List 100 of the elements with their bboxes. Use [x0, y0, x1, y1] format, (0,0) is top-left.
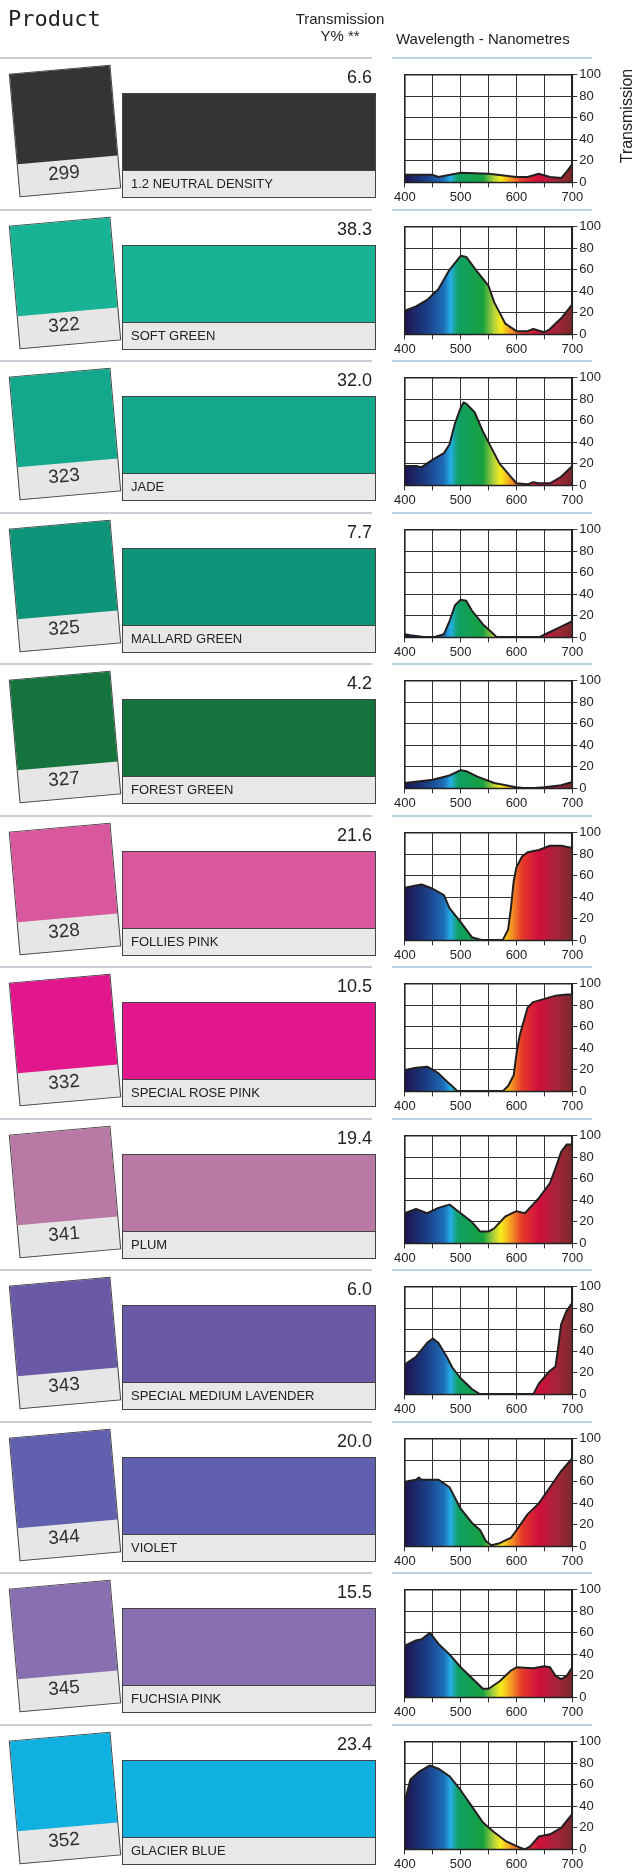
- y-tick-label: 80: [579, 1754, 594, 1770]
- x-tick-label: 400: [393, 946, 416, 962]
- y-tick-label: 60: [579, 260, 594, 276]
- y-tick-label: 40: [579, 1191, 594, 1207]
- x-tick-label: 400: [393, 794, 416, 810]
- y-tick-label: 0: [579, 779, 587, 795]
- y-tick-label: 40: [579, 1645, 594, 1661]
- y-tick-label: 20: [579, 152, 594, 168]
- x-axis-title: Wavelength - Nanometres: [396, 30, 570, 47]
- y-tick-label: 100: [579, 672, 602, 688]
- y-tick-label: 0: [579, 1537, 587, 1553]
- text: 7.7: [345, 521, 372, 543]
- y-tick-label: 80: [579, 542, 594, 558]
- x-tick-label: 600: [505, 1552, 528, 1568]
- x-tick-label: 700: [561, 491, 584, 507]
- x-tick-label: 400: [393, 340, 416, 356]
- y-tick-label: 40: [579, 1494, 594, 1510]
- text: 6.0: [345, 1279, 372, 1300]
- x-tick-label: 500: [449, 1400, 472, 1416]
- x-tick-label: 600: [505, 1855, 528, 1871]
- x-tick-label: 400: [393, 1855, 416, 1871]
- y-tick-label: 40: [579, 282, 594, 298]
- x-tick-label: 500: [449, 1855, 472, 1871]
- y-tick-label: 0: [579, 173, 587, 189]
- y-tick-label: 0: [579, 1082, 587, 1098]
- text: 344: [46, 1523, 82, 1550]
- y-tick-label: 100: [579, 217, 602, 233]
- text: 345: [46, 1674, 82, 1702]
- text: 19.4: [335, 1127, 372, 1149]
- y-tick-label: 40: [579, 1342, 594, 1358]
- x-tick-label: 500: [449, 794, 472, 810]
- text: FUCHSIA PINK: [131, 1690, 222, 1708]
- x-tick-label: 500: [449, 491, 472, 507]
- x-tick-label: 600: [505, 188, 528, 204]
- y-tick-label: 100: [579, 369, 602, 385]
- text: 20.0: [335, 1430, 372, 1452]
- x-tick-label: 400: [393, 1400, 416, 1416]
- x-tick-label: 600: [505, 794, 528, 810]
- y-tick-label: 40: [579, 433, 594, 449]
- x-tick-label: 500: [449, 1552, 472, 1568]
- x-tick-label: 400: [393, 1703, 416, 1719]
- x-tick-label: 700: [561, 340, 584, 356]
- y-tick-label: 40: [579, 736, 594, 752]
- x-tick-label: 600: [505, 340, 528, 356]
- y-tick-label: 60: [579, 1624, 594, 1640]
- text: Transmission Y% **: [294, 10, 386, 44]
- x-tick-label: 400: [393, 1249, 416, 1265]
- x-tick-label: 700: [561, 1097, 584, 1113]
- text: Product: [8, 6, 101, 31]
- text: GLACIER BLUE: [131, 1841, 226, 1860]
- y-tick-label: 20: [579, 1818, 594, 1834]
- x-tick-label: 700: [561, 188, 584, 204]
- y-tick-label: 20: [579, 758, 594, 774]
- y-tick-label: 100: [579, 975, 602, 991]
- x-tick-label: 400: [393, 491, 416, 507]
- y-tick-label: 20: [579, 1212, 594, 1228]
- x-tick-label: 600: [505, 643, 528, 659]
- text: 299: [46, 159, 82, 187]
- y-tick-label: 60: [579, 1018, 594, 1034]
- text: 352: [46, 1826, 82, 1853]
- x-tick-label: 400: [393, 1552, 416, 1568]
- y-tick-label: 0: [579, 628, 587, 644]
- y-tick-label: 60: [579, 1775, 594, 1791]
- x-tick-label: 600: [505, 1097, 528, 1113]
- y-tick-label: 100: [579, 1581, 602, 1597]
- x-tick-label: 500: [449, 1703, 472, 1719]
- y-tick-label: 20: [579, 1364, 594, 1380]
- y-tick-label: 100: [579, 1278, 602, 1294]
- text: 21.6: [335, 824, 372, 846]
- y-tick-label: 100: [579, 1732, 602, 1748]
- x-tick-label: 700: [561, 643, 584, 659]
- x-tick-label: 500: [449, 643, 472, 659]
- y-tick-label: 40: [579, 1797, 594, 1813]
- text: 341: [46, 1220, 82, 1247]
- y-tick-label: 20: [579, 303, 594, 319]
- y-tick-label: 60: [579, 109, 594, 125]
- x-tick-label: 500: [449, 946, 472, 962]
- text: PLUM: [131, 1235, 168, 1254]
- text: JADE: [131, 478, 165, 496]
- text: SPECIAL MEDIUM LAVENDER: [131, 1387, 315, 1405]
- text: SPECIAL ROSE PINK: [131, 1084, 260, 1102]
- x-tick-label: 700: [561, 1703, 584, 1719]
- y-tick-label: 60: [579, 563, 594, 579]
- x-tick-label: 600: [505, 1400, 528, 1416]
- text: 15.5: [335, 1582, 372, 1603]
- text: 328: [46, 917, 82, 944]
- text: 323: [46, 462, 82, 490]
- y-tick-label: 100: [579, 823, 602, 839]
- y-tick-label: 40: [579, 585, 594, 601]
- text: 343: [46, 1371, 82, 1399]
- y-tick-label: 60: [579, 1321, 594, 1337]
- y-tick-label: 0: [579, 325, 587, 341]
- y-tick-label: 60: [579, 715, 594, 731]
- x-tick-label: 500: [449, 1097, 472, 1113]
- text: 4.2: [345, 673, 372, 694]
- y-tick-label: 80: [579, 845, 594, 861]
- x-tick-label: 600: [505, 1249, 528, 1265]
- y-tick-label: 60: [579, 1169, 594, 1185]
- y-tick-label: 0: [579, 1688, 587, 1704]
- x-tick-label: 400: [393, 1097, 416, 1113]
